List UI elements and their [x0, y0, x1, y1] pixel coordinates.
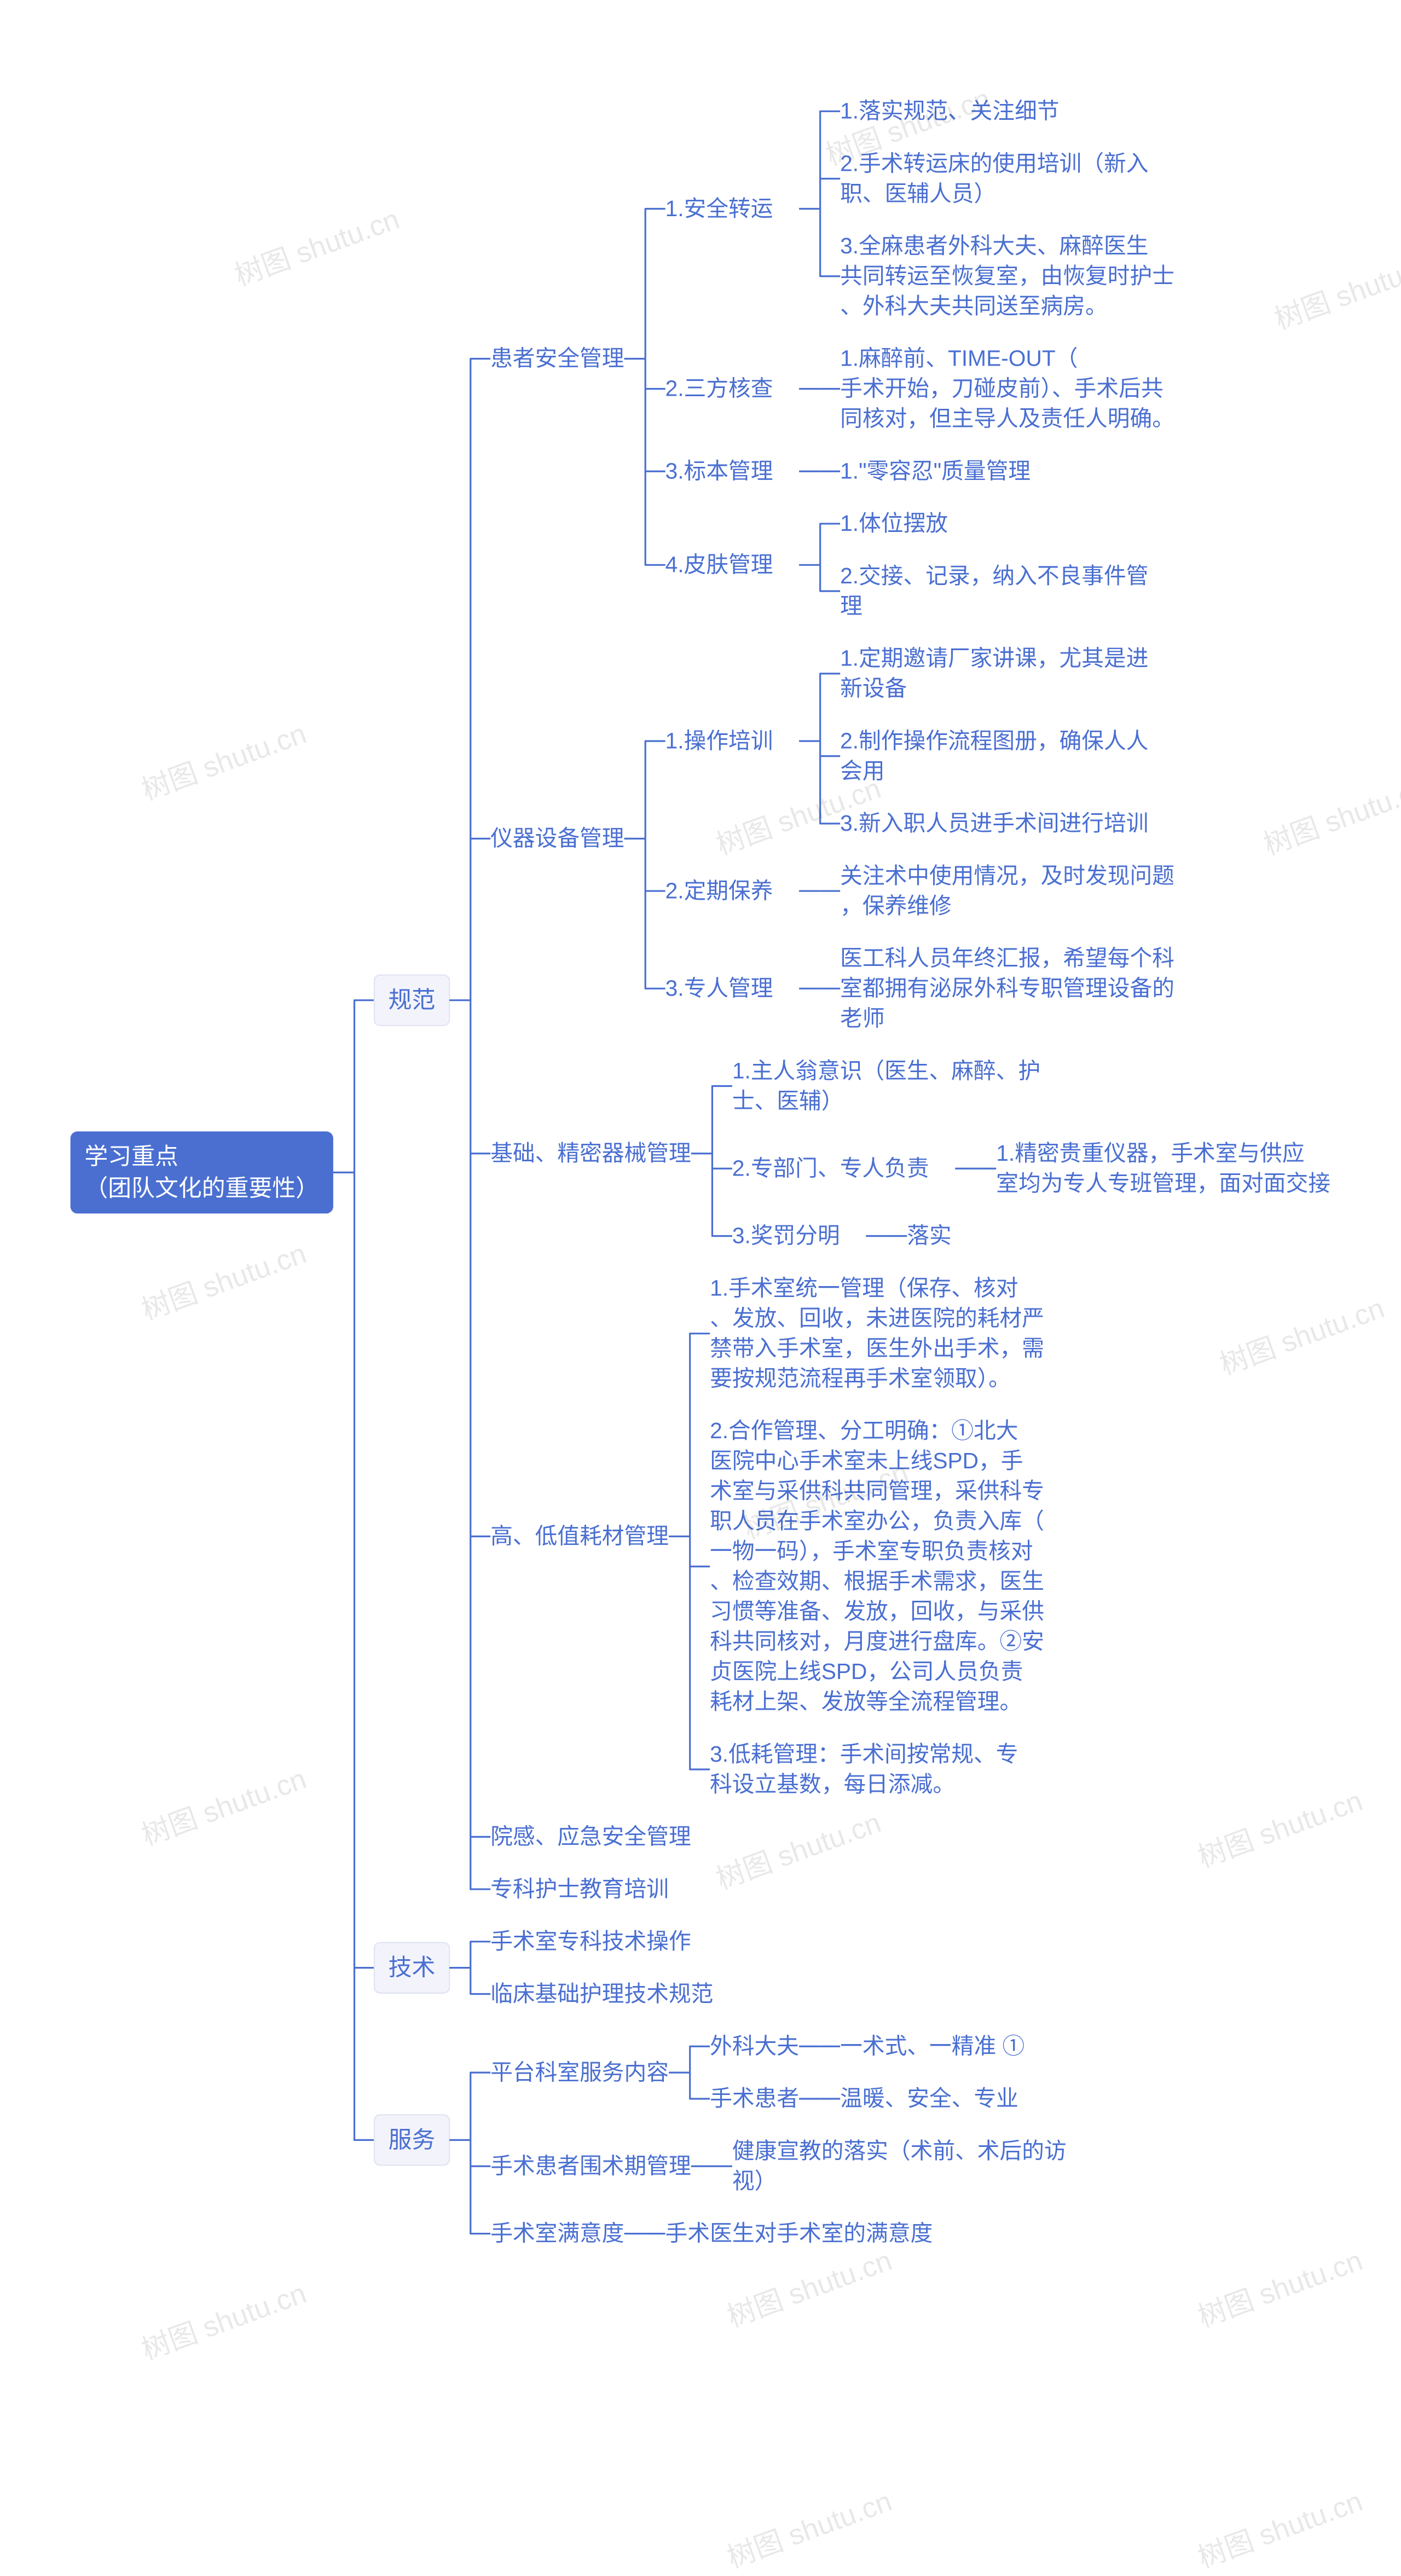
- mindmap-node: 2.三方核查: [665, 376, 773, 401]
- node-text: 2.定期保养: [665, 878, 773, 903]
- mindmap-node: 3.低耗管理：手术间按常规、专科设立基数，每日添减。: [710, 1741, 1018, 1797]
- node-text: 平台科室服务内容: [490, 2059, 669, 2085]
- node-text: 外科大夫: [710, 2033, 799, 2058]
- node-text: 1.体位摆放: [840, 511, 948, 536]
- mindmap-node: 规范: [374, 975, 449, 1026]
- node-text: 手术患者围术期管理: [490, 2153, 691, 2178]
- node-text: 3.全麻患者外科大夫、麻醉医生共同转运至恢复室，由恢复时护士、外科大夫共同送至病…: [840, 233, 1174, 319]
- mindmap-node: 3.新入职人员进手术间进行培训: [840, 811, 1148, 836]
- mindmap-node: 患者安全管理: [490, 346, 624, 371]
- mindmap-node: 1.落实规范、关注细节: [840, 99, 1059, 124]
- mindmap-node: 关注术中使用情况，及时发现问题，保养维修: [840, 863, 1174, 918]
- node-text: 规范: [389, 987, 436, 1014]
- mindmap-node: 3.专人管理: [665, 976, 773, 1001]
- node-text: 2.交接、记录，纳入不良事件管理: [840, 563, 1148, 618]
- mindmap-node: 临床基础护理技术规范: [490, 1981, 713, 2006]
- node-text: 医工科人员年终汇报，希望每个科室都拥有泌尿外科专职管理设备的老师: [840, 946, 1174, 1031]
- mindmap-node: 手术患者: [710, 2086, 799, 2111]
- mindmap-node: 专科护士教育培训: [490, 1876, 669, 1901]
- node-text: 1.主人翁意识（医生、麻醉、护士、医辅）: [732, 1058, 1040, 1113]
- mindmap-node: 医工科人员年终汇报，希望每个科室都拥有泌尿外科专职管理设备的老师: [840, 946, 1174, 1031]
- node-text: 1.精密贵重仪器，手术室与供应室均为专人专班管理，面对面交接: [996, 1141, 1330, 1196]
- mindmap-node: 院感、应急安全管理: [490, 1824, 691, 1849]
- node-text: 落实: [907, 1223, 951, 1248]
- mindmap-node: 4.皮肤管理: [665, 552, 773, 577]
- node-text: 关注术中使用情况，及时发现问题，保养维修: [840, 863, 1174, 918]
- node-text: 1.操作培训: [665, 728, 773, 753]
- mindmap-node: 技术: [374, 1943, 449, 1993]
- node-text: 3.专人管理: [665, 976, 773, 1001]
- mindmap-node: 1.体位摆放: [840, 511, 948, 536]
- mindmap-node: 落实: [907, 1223, 951, 1248]
- root-node: 学习重点（团队文化的重要性）: [71, 1131, 333, 1213]
- node-text: 3.新入职人员进手术间进行培训: [840, 811, 1148, 836]
- node-text: 高、低值耗材管理: [490, 1524, 669, 1549]
- mindmap-node: 2.交接、记录，纳入不良事件管理: [840, 563, 1148, 618]
- node-text: 专科护士教育培训: [490, 1876, 669, 1901]
- node-text: 温暖、安全、专业: [840, 2086, 1018, 2111]
- node-text: 1.定期邀请厂家讲课，尤其是进新设备: [840, 646, 1148, 701]
- node-text: 1."零容忍"质量管理: [840, 458, 1031, 483]
- node-text: 2.制作操作流程图册，确保人人会用: [840, 728, 1148, 783]
- mindmap-node: 1.定期邀请厂家讲课，尤其是进新设备: [840, 646, 1148, 701]
- mindmap-node: 1.精密贵重仪器，手术室与供应室均为专人专班管理，面对面交接: [996, 1141, 1330, 1196]
- node-text: 技术: [389, 1955, 436, 1981]
- mindmap-node: 一术式、一精准 ①: [840, 2033, 1024, 2058]
- mindmap-node: 基础、精密器械管理: [490, 1141, 691, 1166]
- node-text: 院感、应急安全管理: [490, 1824, 691, 1849]
- mindmap-node: 2.定期保养: [665, 878, 773, 903]
- mindmap-node: 温暖、安全、专业: [840, 2086, 1018, 2111]
- node-text: 2.三方核查: [665, 376, 773, 401]
- node-text: 2.专部门、专人负责: [732, 1155, 929, 1180]
- node-text: 1.落实规范、关注细节: [840, 99, 1059, 124]
- node-text: 健康宣教的落实（术前、术后的访视）: [732, 2138, 1067, 2193]
- mindmap-node: 1.麻醉前、TIME-OUT（手术开始，刀碰皮前）、手术后共同核对，但主导人及责…: [840, 346, 1174, 431]
- mindmap-node: 外科大夫: [710, 2033, 799, 2058]
- mindmap-node: 2.专部门、专人负责: [732, 1155, 929, 1180]
- node-text: 手术医生对手术室的满意度: [665, 2221, 933, 2246]
- mindmap-node: 仪器设备管理: [490, 826, 624, 851]
- mindmap-node: 平台科室服务内容: [490, 2059, 669, 2085]
- mindmap-node: 1.操作培训: [665, 728, 773, 753]
- mindmap-node: 手术室满意度: [490, 2221, 624, 2246]
- mindmap-node: 2.手术转运床的使用培训（新入职、医辅人员）: [840, 150, 1148, 206]
- node-text: 手术室满意度: [490, 2221, 624, 2246]
- node-text: 仪器设备管理: [490, 826, 624, 851]
- node-text: 手术患者: [710, 2086, 799, 2111]
- node-text: 服务: [389, 2127, 436, 2153]
- mindmap-node: 手术室专科技术操作: [490, 1929, 691, 1954]
- mindmap-node: 3.标本管理: [665, 458, 773, 483]
- mindmap-node: 手术医生对手术室的满意度: [665, 2221, 933, 2246]
- node-text: 1.安全转运: [665, 196, 773, 221]
- node-text: 3.标本管理: [665, 458, 773, 483]
- node-text: 临床基础护理技术规范: [490, 1981, 713, 2006]
- node-text: 基础、精密器械管理: [490, 1141, 691, 1166]
- mindmap-node: 1.手术室统一管理（保存、核对、发放、回收，未进医院的耗材严禁带入手术室，医生外…: [710, 1275, 1044, 1391]
- mindmap-node: 1.主人翁意识（医生、麻醉、护士、医辅）: [732, 1058, 1040, 1113]
- node-text: 手术室专科技术操作: [490, 1929, 691, 1954]
- mindmap-node: 2.制作操作流程图册，确保人人会用: [840, 728, 1148, 783]
- mindmap-node: 健康宣教的落实（术前、术后的访视）: [732, 2138, 1067, 2193]
- mindmap-node: 2.合作管理、分工明确：①北大医院中心手术室未上线SPD，手术室与采供科共同管理…: [710, 1418, 1044, 1714]
- mindmap-node: 服务: [374, 2115, 449, 2165]
- node-text: 1.手术室统一管理（保存、核对、发放、回收，未进医院的耗材严禁带入手术室，医生外…: [710, 1275, 1044, 1391]
- node-text: 患者安全管理: [490, 346, 624, 371]
- mindmap-node: 手术患者围术期管理: [490, 2153, 691, 2178]
- node-text: 一术式、一精准 ①: [840, 2033, 1024, 2058]
- mindmap-node: 1."零容忍"质量管理: [840, 458, 1031, 483]
- mindmap-node: 1.安全转运: [665, 196, 773, 221]
- node-text: 3.低耗管理：手术间按常规、专科设立基数，每日添减。: [710, 1741, 1018, 1797]
- mindmap-node: 3.奖罚分明: [732, 1223, 840, 1248]
- node-text: 2.手术转运床的使用培训（新入职、医辅人员）: [840, 150, 1148, 206]
- mindmap-node: 3.全麻患者外科大夫、麻醉医生共同转运至恢复室，由恢复时护士、外科大夫共同送至病…: [840, 233, 1174, 319]
- node-text: 2.合作管理、分工明确：①北大医院中心手术室未上线SPD，手术室与采供科共同管理…: [710, 1418, 1044, 1714]
- node-text: 1.麻醉前、TIME-OUT（手术开始，刀碰皮前）、手术后共同核对，但主导人及责…: [840, 346, 1174, 431]
- node-text: 3.奖罚分明: [732, 1223, 840, 1248]
- mindmap-node: 高、低值耗材管理: [490, 1524, 669, 1549]
- node-text: 4.皮肤管理: [665, 552, 773, 577]
